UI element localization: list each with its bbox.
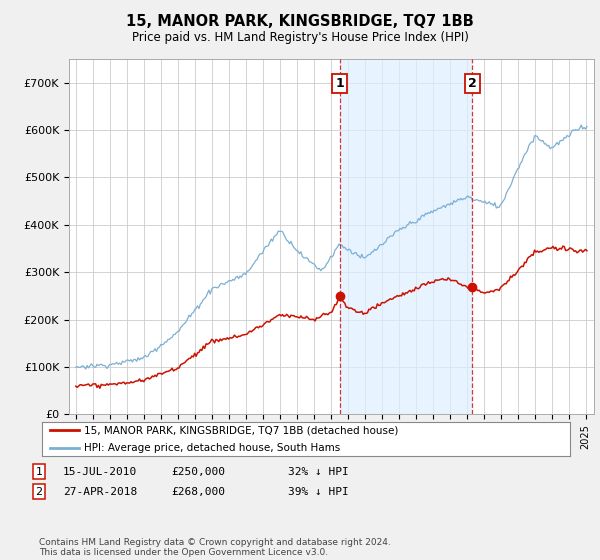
- Text: 39% ↓ HPI: 39% ↓ HPI: [288, 487, 349, 497]
- Text: 2: 2: [35, 487, 43, 497]
- Text: 15, MANOR PARK, KINGSBRIDGE, TQ7 1BB (detached house): 15, MANOR PARK, KINGSBRIDGE, TQ7 1BB (de…: [84, 426, 398, 435]
- Bar: [340, 59, 472, 414]
- Text: Price paid vs. HM Land Registry's House Price Index (HPI): Price paid vs. HM Land Registry's House …: [131, 31, 469, 44]
- Text: HPI: Average price, detached house, South Hams: HPI: Average price, detached house, Sout…: [84, 443, 340, 452]
- Text: 2: 2: [467, 77, 476, 90]
- Text: £250,000: £250,000: [171, 466, 225, 477]
- Text: £268,000: £268,000: [171, 487, 225, 497]
- Text: 1: 1: [335, 77, 344, 90]
- Text: 27-APR-2018: 27-APR-2018: [63, 487, 137, 497]
- Text: 32% ↓ HPI: 32% ↓ HPI: [288, 466, 349, 477]
- Text: 15, MANOR PARK, KINGSBRIDGE, TQ7 1BB: 15, MANOR PARK, KINGSBRIDGE, TQ7 1BB: [126, 14, 474, 29]
- Text: 15-JUL-2010: 15-JUL-2010: [63, 466, 137, 477]
- Text: 1: 1: [35, 466, 43, 477]
- Text: Contains HM Land Registry data © Crown copyright and database right 2024.
This d: Contains HM Land Registry data © Crown c…: [39, 538, 391, 557]
